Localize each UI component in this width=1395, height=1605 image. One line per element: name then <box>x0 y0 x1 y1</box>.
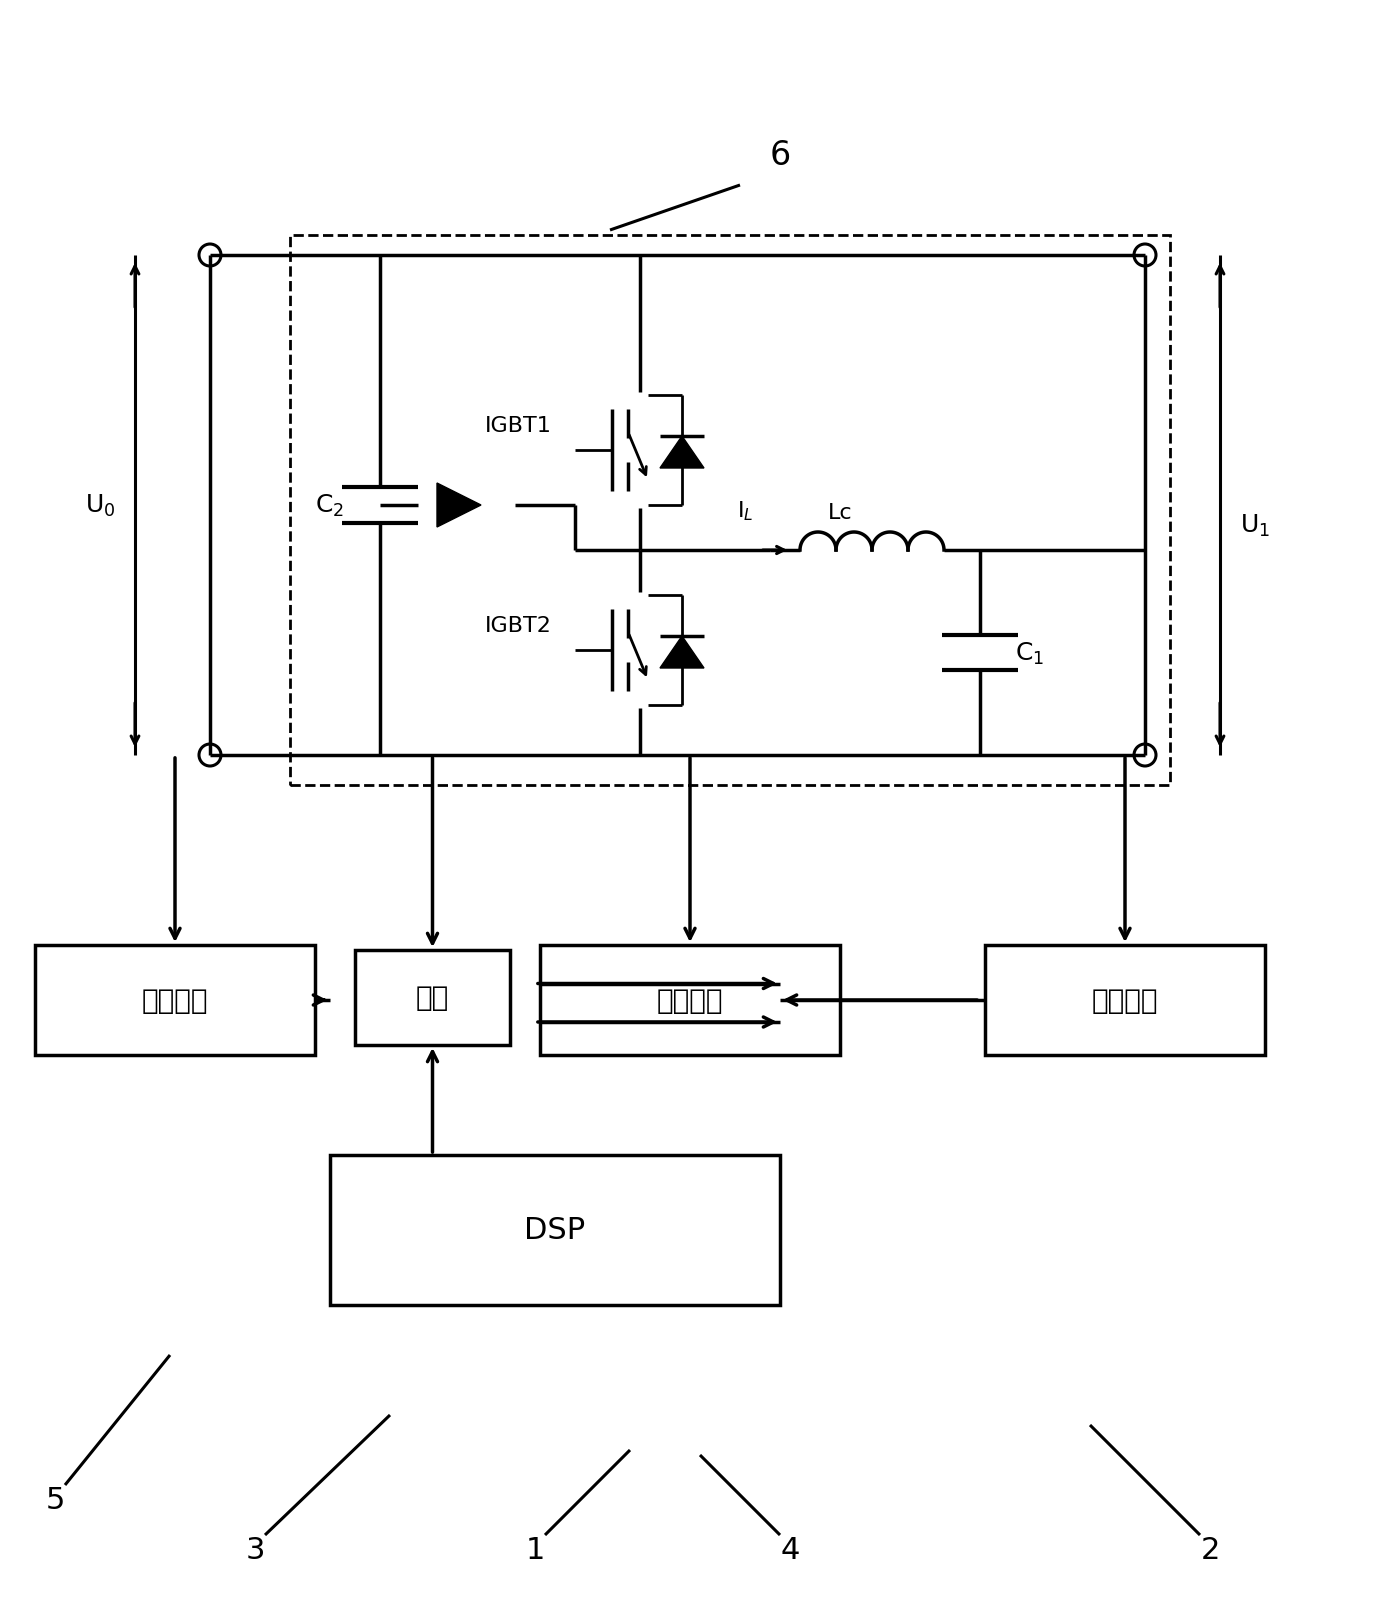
Text: 5: 5 <box>45 1486 64 1515</box>
Text: IGBT2: IGBT2 <box>485 616 552 636</box>
Polygon shape <box>437 483 481 528</box>
Text: C$_2$: C$_2$ <box>315 493 345 518</box>
Text: 4: 4 <box>780 1536 799 1565</box>
Text: 2: 2 <box>1200 1536 1219 1565</box>
Bar <box>35 945 315 1056</box>
Text: IGBT1: IGBT1 <box>485 416 552 435</box>
Bar <box>540 945 840 1056</box>
Text: 电压采样: 电压采样 <box>1092 987 1158 1014</box>
Text: 电压采样: 电压采样 <box>142 987 208 1014</box>
Bar <box>354 950 511 1045</box>
Text: U$_1$: U$_1$ <box>1240 512 1269 539</box>
Bar <box>985 945 1265 1056</box>
Text: C$_1$: C$_1$ <box>1016 640 1045 666</box>
Bar <box>290 236 1170 785</box>
Bar <box>331 1156 780 1305</box>
Text: Lc: Lc <box>827 502 852 523</box>
Text: DSP: DSP <box>525 1215 586 1245</box>
Text: 驱动: 驱动 <box>416 984 449 1011</box>
Polygon shape <box>660 437 704 469</box>
Text: I$_L$: I$_L$ <box>737 499 753 523</box>
Text: 电流采样: 电流采样 <box>657 987 723 1014</box>
Text: 3: 3 <box>246 1536 265 1565</box>
Text: 6: 6 <box>770 140 791 172</box>
Polygon shape <box>660 637 704 669</box>
Text: 1: 1 <box>526 1536 544 1565</box>
Text: U$_0$: U$_0$ <box>85 493 116 518</box>
